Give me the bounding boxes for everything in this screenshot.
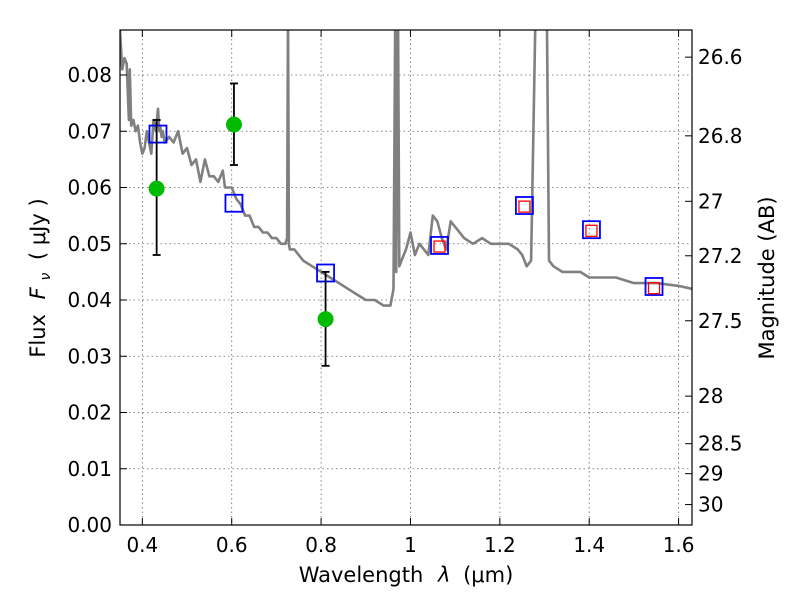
upper-limit-square <box>433 240 446 253</box>
x-tick-label: 0.8 <box>305 533 337 557</box>
x-tick-label: 1.6 <box>663 533 695 557</box>
plot-frame <box>119 29 693 526</box>
y-axis-title-subscript: ν <box>38 273 54 281</box>
x-tick-label: 0.4 <box>126 533 158 557</box>
y-tick-label: 0.02 <box>67 401 112 425</box>
grid <box>120 30 692 525</box>
mag-tick-label: 26.8 <box>698 124 743 148</box>
sed-model-line <box>120 30 692 307</box>
x-axis-title-units: (μm) <box>463 563 513 587</box>
y-tick-label: 0.00 <box>67 513 112 537</box>
y-axis-title: Flux F ν ( μJy ) <box>26 198 55 357</box>
mag-tick-label: 27.5 <box>698 309 743 333</box>
y-axis-title-prefix: Flux <box>26 314 50 358</box>
upper-limit-square <box>518 200 531 213</box>
model-flux-square <box>515 196 534 215</box>
mag-tick-label: 28.5 <box>698 432 743 456</box>
upper-limit-square <box>585 224 598 237</box>
x-tick-label: 1.2 <box>484 533 516 557</box>
model-flux-square <box>224 193 244 213</box>
x-tick-label: 1 <box>404 533 417 557</box>
model-flux-square <box>644 277 664 296</box>
mag-tick-label: 27.2 <box>698 244 743 268</box>
y-tick-label: 0.03 <box>67 344 112 368</box>
y-tick-label: 0.06 <box>67 176 112 200</box>
plot-area <box>120 30 692 367</box>
mag-tick-label: 26.6 <box>698 45 743 69</box>
y-tick-label: 0.08 <box>67 63 112 87</box>
mag-tick-label: 30 <box>698 493 723 517</box>
mag-tick-label: 28 <box>698 384 723 408</box>
x-axis-title: Wavelength λ (μm) <box>299 563 514 587</box>
mag-tick-label: 27 <box>698 189 723 213</box>
x-axis-title-symbol: λ <box>437 563 450 587</box>
upper-limit-square <box>647 282 661 295</box>
y-tick-label: 0.05 <box>67 232 112 256</box>
model-flux-square <box>430 236 449 255</box>
x-tick-label: 1.4 <box>573 533 605 557</box>
observed-flux-point <box>317 311 334 328</box>
right-axis-title: Magnitude (AB) <box>755 196 779 359</box>
y-tick-label: 0.07 <box>67 119 112 143</box>
y-axis-title-symbol: F <box>26 286 50 299</box>
axes-ticks: 0.4 0.6 0.8 1 1.2 1.4 1.6 0.00 0.01 0.02 0.03 0.04 0… <box>67 30 743 557</box>
y-tick-label: 0.01 <box>67 457 112 481</box>
y-tick-label: 0.04 <box>67 288 112 312</box>
observed-flux-point <box>148 180 165 197</box>
model-flux-square <box>582 220 601 240</box>
mag-tick-label: 29 <box>698 462 723 486</box>
x-axis-title-prefix: Wavelength <box>299 563 424 587</box>
observed-flux-point <box>225 116 242 133</box>
x-tick-label: 0.6 <box>216 533 248 557</box>
model-flux-square <box>148 124 168 144</box>
y-axis-title-units: ( μJy ) <box>26 198 50 260</box>
